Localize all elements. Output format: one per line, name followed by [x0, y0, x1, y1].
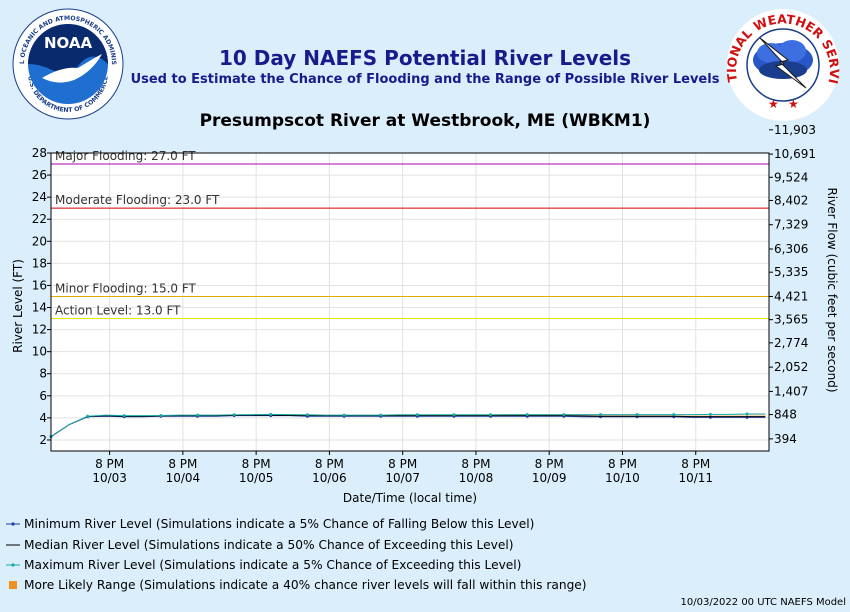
- y2-tick-label: 11,903: [774, 123, 816, 137]
- x-tick-date: 10/07: [385, 471, 420, 485]
- y2-tick-label: 8,402: [774, 193, 808, 207]
- y2-tick-label: 10,691: [774, 147, 816, 161]
- x-tick-time: 8 PM: [535, 457, 564, 471]
- y-tick-label: 2: [39, 433, 47, 447]
- page-title: 10 Day NAEFS Potential River Levels: [218, 46, 632, 70]
- x-tick-date: 10/03: [92, 471, 127, 485]
- legend-minimum-symbol: [6, 522, 20, 526]
- threshold-label: Major Flooding: 27.0 FT: [55, 149, 196, 163]
- maximum-series-point: [232, 413, 236, 417]
- y2-axis-label: River Flow (cubic feet per second): [825, 187, 839, 392]
- maximum-series-point: [379, 413, 383, 417]
- star-icon: ★: [768, 97, 779, 111]
- maximum-series-point: [415, 413, 419, 417]
- x-tick-date: 10/11: [678, 471, 713, 485]
- x-tick-time: 8 PM: [461, 457, 490, 471]
- x-tick-date: 10/05: [239, 471, 274, 485]
- maximum-series-point: [342, 413, 346, 417]
- y-tick-label: 16: [32, 278, 47, 292]
- y2-tick-label: 2,774: [774, 336, 808, 350]
- y-tick-label: 22: [32, 212, 47, 226]
- maximum-series-point: [562, 413, 566, 417]
- y-tick-label: 18: [32, 256, 47, 270]
- legend-maximum-symbol: [6, 563, 20, 567]
- x-tick-time: 8 PM: [95, 457, 124, 471]
- plot-area: [51, 153, 769, 451]
- y2-tick-label: 848: [774, 408, 797, 422]
- x-tick-date: 10/10: [605, 471, 640, 485]
- plot-frame: [50, 152, 770, 452]
- maximum-series-point: [635, 413, 639, 417]
- page-subtitle: Used to Estimate the Chance of Flooding …: [130, 72, 720, 87]
- threshold-label: Minor Flooding: 15.0 FT: [55, 281, 197, 295]
- y-tick-label: 26: [32, 168, 47, 182]
- legend-range-label: More Likely Range (Simulations indicate …: [24, 578, 587, 592]
- y-axis-label: River Level (FT): [11, 259, 25, 353]
- legend-maximum-label: Maximum River Level (Simulations indicat…: [24, 558, 522, 572]
- maximum-series-point: [745, 412, 749, 416]
- station-name: Presumpscot River at Westbrook, ME (WBKM…: [199, 111, 651, 131]
- y-tick-label: 8: [39, 367, 47, 381]
- maximum-series-point: [86, 414, 90, 418]
- y2-tick-label: 5,335: [774, 265, 808, 279]
- x-tick-date: 10/08: [459, 471, 494, 485]
- maximum-series-point: [598, 413, 602, 417]
- maximum-series-point: [269, 412, 273, 416]
- y-tick-label: 14: [32, 301, 47, 315]
- legend-median-label: Median River Level (Simulations indicate…: [24, 538, 514, 552]
- x-tick-date: 10/06: [312, 471, 347, 485]
- x-tick-time: 8 PM: [681, 457, 710, 471]
- maximum-series-point: [196, 413, 200, 417]
- x-tick-time: 8 PM: [315, 457, 344, 471]
- y2-tick-label: 3,565: [774, 313, 808, 327]
- maximum-series-point: [122, 414, 126, 418]
- legend-item-median: Median River Level (Simulations indicate…: [6, 538, 513, 552]
- noaa-logo: NATIONAL OCEANIC AND ATMOSPHERIC ADMINIS…: [12, 8, 124, 120]
- legend-item-minimum: Minimum River Level (Simulations indicat…: [6, 517, 534, 531]
- maximum-series-point: [159, 413, 163, 417]
- y2-tick-label: 394: [774, 432, 797, 446]
- threshold-label: Moderate Flooding: 23.0 FT: [55, 193, 220, 207]
- y-tick-label: 10: [32, 345, 47, 359]
- maximum-series-point: [708, 412, 712, 416]
- maximum-series-line: [50, 413, 766, 438]
- model-note: 10/03/2022 00 UTC NAEFS Model: [680, 597, 847, 608]
- x-tick-date: 10/04: [166, 471, 201, 485]
- x-tick-time: 8 PM: [388, 457, 417, 471]
- y2-tick-label: 9,524: [774, 170, 808, 184]
- y-tick-label: 4: [39, 411, 47, 425]
- legend-minimum-label: Minimum River Level (Simulations indicat…: [24, 517, 535, 531]
- x-tick-time: 8 PM: [242, 457, 271, 471]
- legend-item-maximum: Maximum River Level (Simulations indicat…: [6, 558, 521, 572]
- maximum-series-point: [452, 413, 456, 417]
- maximum-series-point: [672, 413, 676, 417]
- y2-tick-label: 2,052: [774, 360, 808, 374]
- y2-tick-label: 4,421: [774, 289, 808, 303]
- x-axis-label: Date/Time (local time): [343, 491, 477, 505]
- x-tick-time: 8 PM: [168, 457, 197, 471]
- y2-tick-label: 6,306: [774, 242, 808, 256]
- noaa-logo-text: NOAA: [44, 34, 93, 52]
- legend-item-range: More Likely Range (Simulations indicate …: [6, 578, 587, 592]
- y2-tick-label: 7,329: [774, 218, 808, 232]
- y-tick-label: 6: [39, 389, 47, 403]
- maximum-series-point: [525, 413, 529, 417]
- maximum-series-point: [489, 413, 493, 417]
- threshold-label: Action Level: 13.0 FT: [55, 304, 181, 318]
- maximum-series-point: [305, 413, 309, 417]
- legend-range-symbol: [9, 581, 17, 589]
- star-icon: ★: [788, 97, 799, 111]
- y-tick-label: 12: [32, 323, 47, 337]
- y-tick-label: 28: [32, 146, 47, 160]
- y-tick-label: 20: [32, 234, 47, 248]
- y-tick-label: 24: [32, 190, 47, 204]
- legend-median-symbol: [6, 544, 20, 546]
- y2-tick-label: 1,407: [774, 384, 808, 398]
- x-tick-time: 8 PM: [608, 457, 637, 471]
- x-tick-date: 10/09: [532, 471, 567, 485]
- nws-logo: NATIONAL WEATHER SERVICE ★ ★: [726, 8, 840, 121]
